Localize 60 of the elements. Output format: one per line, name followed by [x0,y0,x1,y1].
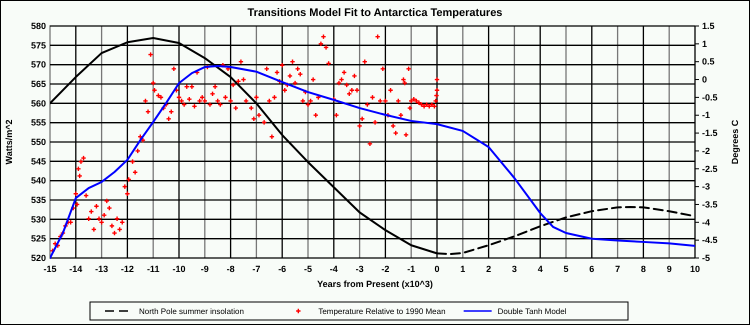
y-tick-label: 535 [30,195,46,205]
x-tick-label: -6 [278,264,286,274]
x-axis-title: Years from Present (x10^3) [317,279,433,289]
x-tick-label: -12 [120,264,134,274]
legend-label: Temperature Relative to 1990 Mean [318,307,446,316]
y2-tick-label: -1 [702,110,710,120]
x-tick-label: -8 [226,264,235,274]
y-tick-label: 525 [30,234,46,244]
x-tick-label: 9 [666,264,672,274]
x-tick-label: 3 [512,264,517,274]
y-tick-label: 550 [30,137,46,147]
x-tick-label: -13 [95,264,108,274]
y2-tick-label: 0 [702,74,708,85]
y2-tick-label: -5 [702,253,710,263]
y2-tick-label: 0.5 [702,56,715,67]
y2-tick-label: -4.5 [702,235,718,246]
y-tick-label: 545 [30,156,46,166]
x-tick-label: -11 [146,264,160,274]
x-tick-label: -5 [304,264,312,274]
x-tick-label: 6 [589,264,594,274]
x-tick-label: 10 [690,264,700,274]
y2-tick-label: -0.5 [702,92,718,102]
x-tick-label: -1 [407,264,416,274]
y2-tick-label: -3 [702,182,710,192]
x-tick-label: 0 [434,264,440,274]
x-tick-label: -7 [252,264,260,274]
y2-tick-label: -1.5 [702,128,718,138]
x-tick-label: -4 [330,264,338,274]
x-tick-label: -2 [381,264,390,274]
legend-label: North Pole summer insolation [139,307,244,316]
y2-tick-label: -4 [702,217,710,228]
x-tick-label: 8 [640,264,646,274]
x-tick-label: -10 [172,264,186,274]
x-tick-label: 2 [486,264,492,274]
y2-tick-label: 1 [702,38,708,49]
x-tick-label: -3 [356,264,364,274]
y-tick-label: 540 [30,176,46,186]
x-tick-label: 5 [563,264,569,274]
legend-label: Double Tanh Model [498,307,567,316]
y-tick-label: 565 [30,79,46,89]
y2-axis-title: Degrees C [730,119,740,164]
y-tick-label: 555 [30,118,46,128]
y2-tick-label: -3.5 [702,199,718,210]
y-axis-title: Watts/m^2 [4,120,14,164]
y-tick-label: 520 [30,253,46,263]
y-tick-label: 530 [30,214,46,224]
x-tick-label: -15 [43,264,57,274]
x-tick-label: 1 [460,264,466,274]
x-tick-label: 7 [615,264,620,274]
x-tick-label: 4 [538,264,543,274]
y-tick-label: 570 [30,60,46,70]
y2-tick-label: 1.5 [702,21,715,31]
y2-tick-label: -2.5 [702,164,718,174]
y2-tick-label: -2 [702,146,710,156]
y-tick-label: 580 [30,21,46,31]
x-tick-label: -14 [69,264,82,274]
y-tick-label: 575 [30,40,46,50]
x-tick-label: -9 [200,264,209,274]
y-tick-label: 560 [30,98,46,108]
chart-title: Transitions Model Fit to Antarctica Temperatures [248,7,502,19]
